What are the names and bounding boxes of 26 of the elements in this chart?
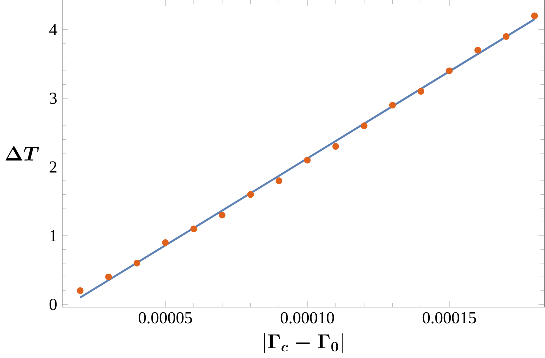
point [105, 274, 112, 280]
x-tick-label: 0.00015 [422, 312, 476, 324]
point [503, 33, 510, 40]
point [190, 226, 198, 232]
y-tick-label: 0 [50, 298, 57, 310]
point [418, 88, 425, 95]
point [134, 260, 141, 267]
point [361, 122, 368, 130]
y-tick-label: 4 [50, 24, 58, 36]
point [474, 47, 482, 54]
point [162, 239, 169, 246]
point [247, 191, 254, 198]
point [219, 212, 226, 219]
y-tick-label: 2 [50, 162, 57, 173]
y-tick-label: 3 [50, 92, 57, 104]
y-axis-title: $\boldsymbol{\Delta T}$ [6, 146, 40, 161]
point [446, 68, 453, 74]
point [276, 178, 283, 184]
x-tick-label: 0.00005 [138, 312, 192, 324]
point [389, 102, 396, 109]
y-tick-label: 1 [50, 230, 57, 242]
point [332, 143, 340, 150]
point [304, 156, 311, 164]
x-tick-label: 0.00010 [280, 312, 334, 324]
point [77, 287, 84, 294]
x-axis-title: $|\boldsymbol{\Gamma_c-\Gamma_0}|$ [264, 333, 343, 354]
